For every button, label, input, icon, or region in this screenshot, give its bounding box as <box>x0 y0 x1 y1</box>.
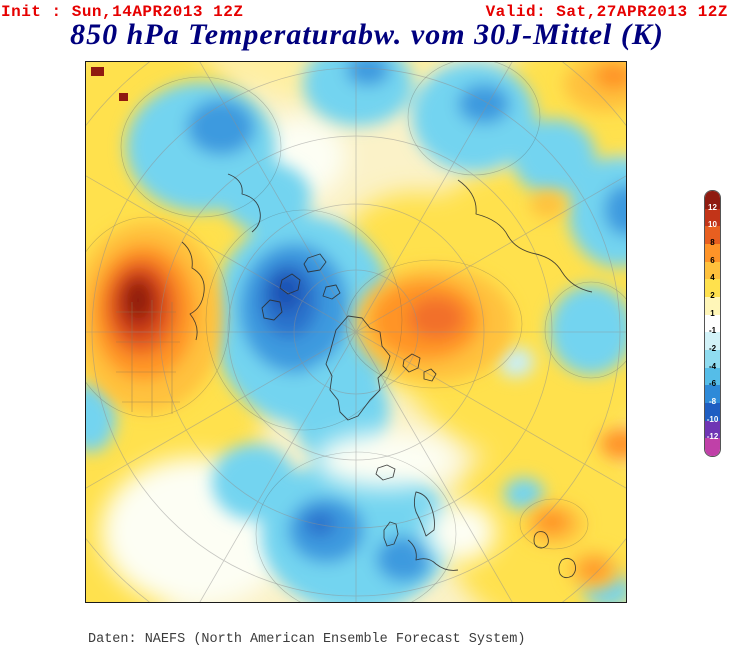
footer-data-source: Daten: NAEFS (North American Ensemble Fo… <box>88 632 526 647</box>
init-time-label: Init : Sun,14APR2013 12Z <box>1 3 244 21</box>
contour-lines <box>86 62 626 602</box>
coastlines <box>181 173 593 579</box>
footer: Daten: NAEFS (North American Ensemble Fo… <box>88 602 525 648</box>
anomaly-warm-cores <box>86 62 626 590</box>
legend-cell <box>705 385 720 404</box>
state-borders <box>116 300 180 416</box>
page-title: 850 hPa Temperaturabw. vom 30J-Mittel (K… <box>70 18 664 51</box>
legend-cell <box>705 420 720 439</box>
legend: 12 10 8 6 4 2 1 -1 -2 -4 -6 -8 -10 -12 <box>703 190 722 457</box>
legend-bar <box>704 190 721 457</box>
map-corner-marks <box>91 67 128 101</box>
legend-cell <box>705 350 720 368</box>
legend-cell <box>705 191 720 209</box>
anomaly-map <box>86 62 626 602</box>
legend-cell <box>705 314 720 333</box>
legend-cell <box>705 226 720 245</box>
map-frame <box>85 61 627 603</box>
graticule <box>86 62 626 602</box>
legend-cell <box>705 438 720 456</box>
legend-cell <box>705 332 720 351</box>
legend-cell <box>705 367 720 386</box>
legend-cell <box>705 279 720 298</box>
legend-cell <box>705 403 720 421</box>
anomaly-neutral-overlay <box>316 432 496 562</box>
valid-time-label: Valid: Sat,27APR2013 12Z <box>485 3 728 21</box>
legend-cell <box>705 297 720 315</box>
legend-cell <box>705 261 720 280</box>
legend-cell <box>705 244 720 262</box>
legend-cell <box>705 208 720 227</box>
